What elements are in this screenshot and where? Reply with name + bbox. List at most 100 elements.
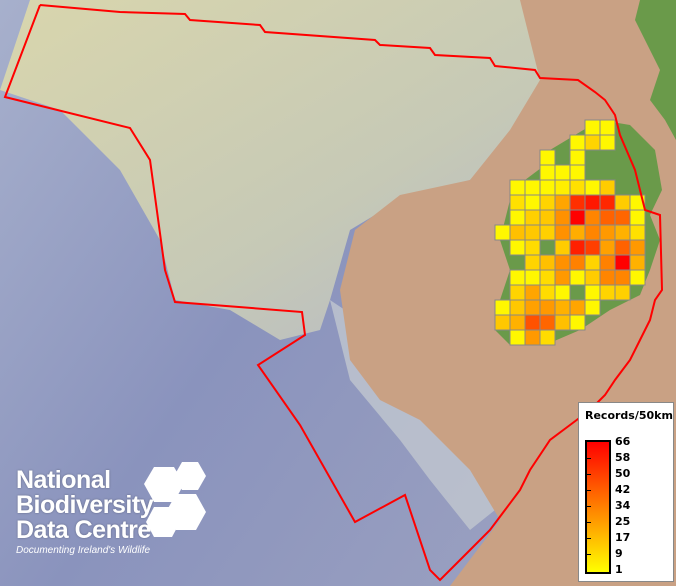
grid-cell[interactable]	[584, 134, 601, 151]
grid-cell[interactable]	[494, 299, 511, 316]
grid-cell[interactable]	[569, 134, 586, 151]
grid-cell[interactable]	[524, 179, 541, 196]
grid-cell[interactable]	[599, 194, 616, 211]
grid-cell[interactable]	[554, 299, 571, 316]
legend-color-ramp	[585, 440, 611, 574]
grid-cell[interactable]	[569, 299, 586, 316]
grid-cell[interactable]	[629, 239, 646, 256]
grid-cell[interactable]	[554, 179, 571, 196]
grid-cell[interactable]	[629, 209, 646, 226]
grid-cell[interactable]	[524, 269, 541, 286]
grid-cell[interactable]	[509, 194, 526, 211]
grid-cell[interactable]	[539, 194, 556, 211]
grid-cell[interactable]	[524, 239, 541, 256]
grid-cell[interactable]	[584, 284, 601, 301]
legend-label: 34	[615, 499, 631, 512]
grid-cell[interactable]	[554, 239, 571, 256]
grid-cell[interactable]	[599, 269, 616, 286]
grid-cell[interactable]	[599, 254, 616, 271]
grid-cell[interactable]	[554, 224, 571, 241]
grid-cell[interactable]	[554, 314, 571, 331]
grid-cell[interactable]	[569, 194, 586, 211]
grid-cell[interactable]	[509, 299, 526, 316]
grid-cell[interactable]	[569, 269, 586, 286]
grid-cell[interactable]	[539, 254, 556, 271]
grid-cell[interactable]	[569, 179, 586, 196]
grid-cell[interactable]	[584, 119, 601, 136]
grid-cell[interactable]	[539, 314, 556, 331]
grid-cell[interactable]	[494, 314, 511, 331]
grid-cell[interactable]	[509, 269, 526, 286]
grid-cell[interactable]	[569, 224, 586, 241]
grid-cell[interactable]	[614, 269, 631, 286]
grid-cell[interactable]	[524, 224, 541, 241]
grid-cell[interactable]	[554, 284, 571, 301]
grid-cell[interactable]	[539, 164, 556, 181]
grid-cell[interactable]	[584, 269, 601, 286]
grid-cell[interactable]	[629, 269, 646, 286]
grid-cell[interactable]	[509, 179, 526, 196]
grid-cell[interactable]	[584, 254, 601, 271]
grid-cell[interactable]	[494, 224, 511, 241]
grid-cell[interactable]	[584, 194, 601, 211]
grid-cell[interactable]	[539, 329, 556, 346]
grid-cell[interactable]	[599, 179, 616, 196]
grid-cell[interactable]	[569, 239, 586, 256]
grid-cell[interactable]	[629, 224, 646, 241]
grid-cell[interactable]	[614, 254, 631, 271]
grid-cell[interactable]	[524, 299, 541, 316]
grid-cell[interactable]	[524, 194, 541, 211]
grid-cell[interactable]	[584, 224, 601, 241]
grid-cell[interactable]	[539, 209, 556, 226]
grid-cell[interactable]	[554, 254, 571, 271]
grid-cell[interactable]	[554, 209, 571, 226]
grid-cell[interactable]	[614, 209, 631, 226]
records-grid	[494, 119, 646, 346]
grid-cell[interactable]	[509, 329, 526, 346]
grid-cell[interactable]	[584, 209, 601, 226]
grid-cell[interactable]	[569, 149, 586, 166]
grid-cell[interactable]	[569, 164, 586, 181]
grid-cell[interactable]	[524, 314, 541, 331]
grid-cell[interactable]	[554, 194, 571, 211]
grid-cell[interactable]	[599, 239, 616, 256]
grid-cell[interactable]	[554, 269, 571, 286]
legend-label: 42	[615, 483, 631, 496]
grid-cell[interactable]	[599, 209, 616, 226]
grid-cell[interactable]	[599, 224, 616, 241]
grid-cell[interactable]	[614, 224, 631, 241]
grid-cell[interactable]	[599, 284, 616, 301]
nbdc-logo: National Biodiversity Data Centre Docume…	[16, 462, 206, 556]
grid-cell[interactable]	[554, 164, 571, 181]
grid-cell[interactable]	[509, 284, 526, 301]
grid-cell[interactable]	[539, 179, 556, 196]
grid-cell[interactable]	[584, 239, 601, 256]
grid-cell[interactable]	[569, 314, 586, 331]
grid-cell[interactable]	[509, 239, 526, 256]
grid-cell[interactable]	[539, 299, 556, 316]
legend-label: 66	[615, 435, 631, 448]
grid-cell[interactable]	[539, 149, 556, 166]
grid-cell[interactable]	[509, 224, 526, 241]
legend-label: 1	[615, 563, 623, 576]
grid-cell[interactable]	[524, 284, 541, 301]
grid-cell[interactable]	[539, 284, 556, 301]
grid-cell[interactable]	[584, 179, 601, 196]
grid-cell[interactable]	[539, 269, 556, 286]
grid-cell[interactable]	[524, 254, 541, 271]
grid-cell[interactable]	[614, 239, 631, 256]
grid-cell[interactable]	[614, 194, 631, 211]
grid-cell[interactable]	[569, 209, 586, 226]
grid-cell[interactable]	[539, 224, 556, 241]
grid-cell[interactable]	[524, 329, 541, 346]
grid-cell[interactable]	[599, 119, 616, 136]
grid-cell[interactable]	[614, 284, 631, 301]
grid-cell[interactable]	[584, 299, 601, 316]
grid-cell[interactable]	[599, 134, 616, 151]
grid-cell[interactable]	[629, 254, 646, 271]
grid-cell[interactable]	[509, 314, 526, 331]
grid-cell[interactable]	[569, 254, 586, 271]
grid-cell[interactable]	[509, 209, 526, 226]
grid-cell[interactable]	[524, 209, 541, 226]
